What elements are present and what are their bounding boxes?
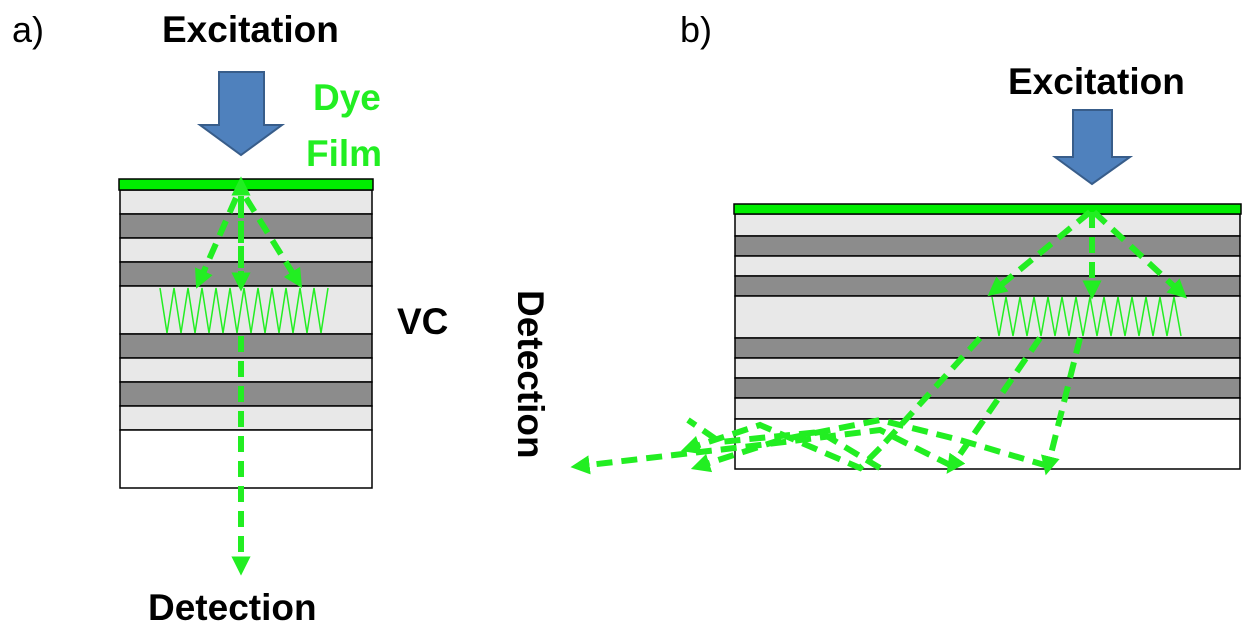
- panel-b-guided-path: [690, 416, 1049, 473]
- panel-b-layer: [734, 357, 1241, 379]
- panel-b-layer: [734, 337, 1241, 359]
- panel-b-layer-stack: [733, 203, 1242, 470]
- panel-a-light-paths: [195, 176, 303, 576]
- panel-a-dye-label-line2: Film: [306, 133, 382, 174]
- panel-a-detection-label: Detection: [148, 587, 317, 628]
- panel-a-substrate: [119, 429, 373, 489]
- panel-a-excitation-arrow: [196, 71, 286, 157]
- panel-a-layer-stack: [118, 178, 374, 489]
- panel-b-guided-path: [570, 426, 954, 475]
- panel-b-excitation-label: Excitation: [1008, 61, 1185, 102]
- panel-a-layer: [119, 381, 373, 407]
- panel-a-path-left: [195, 196, 239, 289]
- panel-b-excitation-arrow: [1051, 109, 1134, 186]
- panel-a-layer: [119, 213, 373, 239]
- panel-b-substrate: [734, 418, 1241, 470]
- panel-a-vc-label: VC: [397, 301, 448, 342]
- panel-b-dye-film: [733, 203, 1242, 215]
- panel-b-layer: [734, 255, 1241, 277]
- panel-a-layer: [119, 237, 373, 263]
- panel-b-path-escape: [1041, 337, 1083, 476]
- panel-b-guided-path: [680, 421, 883, 472]
- panel-a-layer: [119, 333, 373, 359]
- panel-b-path-right: [1091, 209, 1188, 299]
- panel-b-detection-label: Detection: [510, 290, 551, 459]
- panel-a-tag: a): [12, 9, 44, 50]
- panel-b-layer: [734, 377, 1241, 399]
- panel-b-guided-path: [686, 417, 882, 471]
- panel-b-layer: [734, 397, 1241, 420]
- panel-a-layer: [119, 405, 373, 431]
- panel-a-layer: [119, 261, 373, 287]
- panel-b-cavity-mode: [991, 296, 1182, 337]
- panel-a-dye-label-line1: Dye: [313, 77, 381, 118]
- panel-b-path-left: [987, 209, 1092, 297]
- panel-b-layer: [734, 213, 1241, 237]
- panel-a-layer: [119, 357, 373, 383]
- panel-b-light-paths: [570, 209, 1188, 476]
- panel-a-dye-film: [118, 178, 374, 191]
- panel-a-excitation-label: Excitation: [162, 9, 339, 50]
- panel-a-cavity-layer: [119, 285, 373, 335]
- panel-b-layer: [734, 235, 1241, 257]
- panel-b-layer: [734, 275, 1241, 297]
- panel-b-tag: b): [680, 9, 712, 50]
- panel-a-path-right: [243, 196, 303, 289]
